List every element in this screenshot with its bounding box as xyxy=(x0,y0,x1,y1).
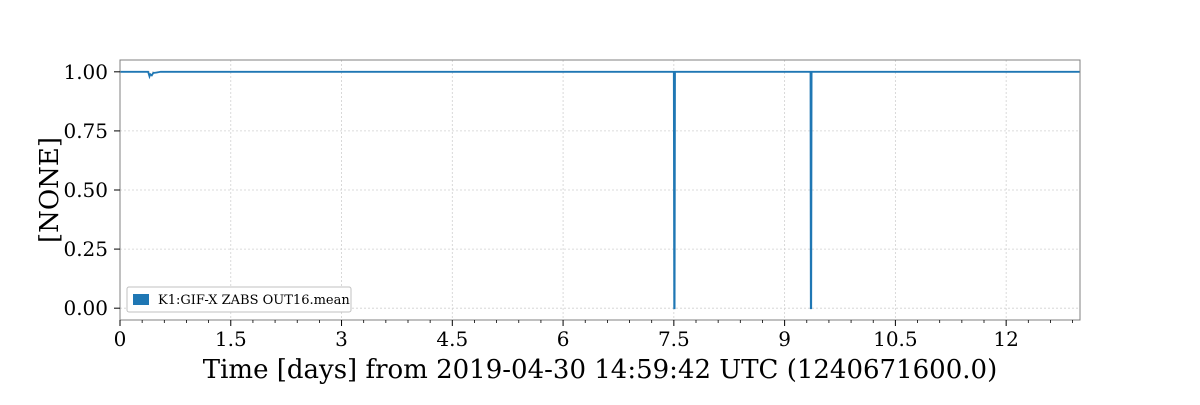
series-layer xyxy=(120,70,1080,310)
series-line xyxy=(120,70,1080,310)
x-tick-label: 0 xyxy=(114,327,127,351)
y-tick-label: 1.00 xyxy=(63,60,108,84)
legend-swatch xyxy=(133,294,149,305)
x-tick-label: 10.5 xyxy=(873,327,918,351)
ticks: 0 1.5 3 4.5 6 7.5 9 10.5 12 0.00 0.25 0.50 0.75 1.00 xyxy=(63,60,1074,351)
x-tick-label: 1.5 xyxy=(215,327,247,351)
x-tick-label: 3 xyxy=(335,327,348,351)
x-tick-label: 7.5 xyxy=(658,327,690,351)
y-tick-label: 0.00 xyxy=(63,296,108,320)
y-tick-label: 0.25 xyxy=(63,237,108,261)
x-tick-label: 4.5 xyxy=(436,327,468,351)
grid xyxy=(119,60,1080,320)
legend-entry-label: K1:GIF-X ZABS OUT16.mean xyxy=(158,293,350,308)
x-tick-label: 12 xyxy=(993,327,1018,351)
y-tick-label: 0.75 xyxy=(63,119,108,143)
y-axis-label: [NONE] xyxy=(35,137,65,243)
x-axis-label: Time [days] from 2019-04-30 14:59:42 UTC… xyxy=(203,355,997,385)
y-tick-label: 0.50 xyxy=(63,178,108,202)
legend-box xyxy=(126,286,352,313)
x-tick-label: 6 xyxy=(557,327,570,351)
legend: K1:GIF-X ZABS OUT16.mean xyxy=(126,286,352,313)
x-tick-label: 9 xyxy=(778,327,791,351)
